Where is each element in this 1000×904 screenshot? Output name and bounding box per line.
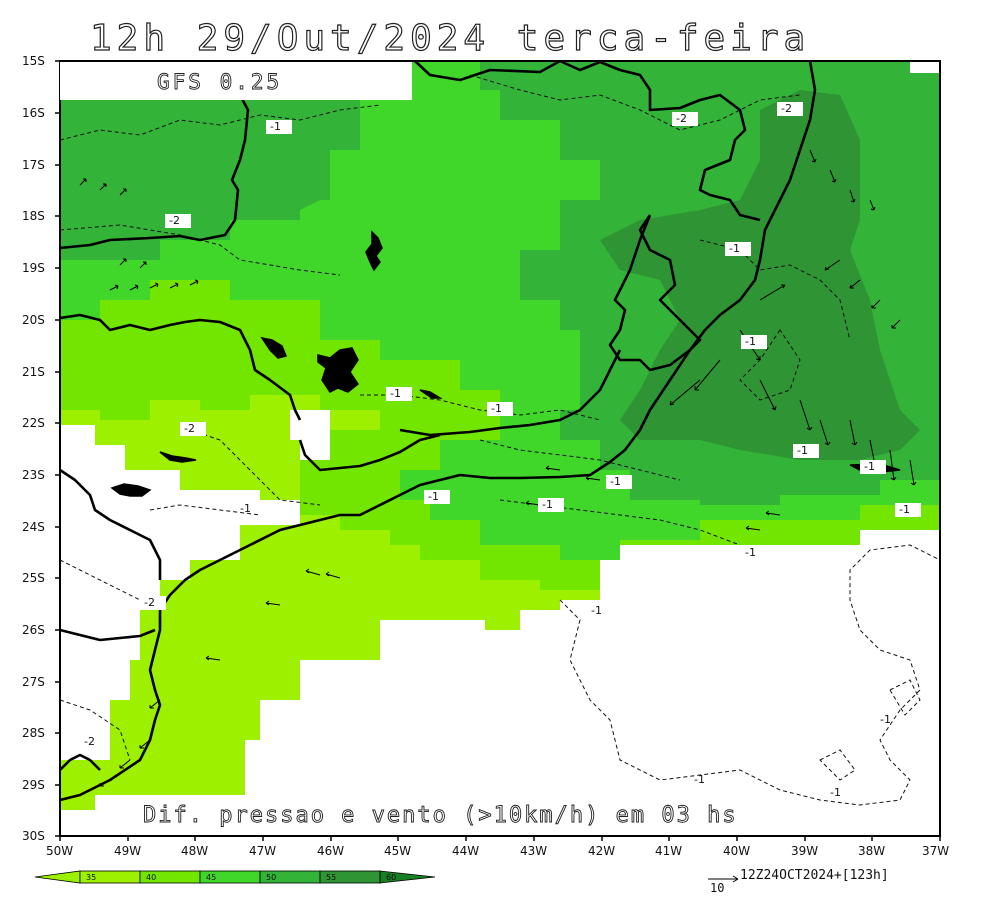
lat-label: 23S (22, 468, 45, 482)
lat-label: 18S (22, 209, 45, 223)
contour-label: -1 (729, 242, 740, 255)
contour-label: -1 (542, 498, 553, 511)
lat-label: 26S (22, 623, 45, 637)
lat-label: 21S (22, 365, 45, 379)
contour-label: -1 (591, 604, 602, 617)
contour-label: -1 (745, 546, 756, 559)
contour-label: -1 (899, 503, 910, 516)
contour-label: -2 (184, 422, 195, 435)
lon-label: 43W (520, 844, 548, 858)
contour-label: -2 (781, 102, 792, 115)
shading-55 (600, 90, 920, 460)
colorbar-tick: 40 (146, 873, 157, 882)
contour-label: -1 (797, 444, 808, 457)
lat-label: 22S (22, 416, 45, 430)
lon-label: 38W (858, 844, 886, 858)
lon-label: 49W (114, 844, 142, 858)
colorbar-tick: 45 (206, 873, 217, 882)
lat-label: 28S (22, 726, 45, 740)
contour-label: -2 (144, 596, 155, 609)
lon-label: 42W (588, 844, 616, 858)
lon-label: 46W (317, 844, 345, 858)
lon-label: 47W (249, 844, 277, 858)
model-box (60, 62, 412, 100)
colorbar-tick: 60 (386, 873, 397, 882)
contour-label: -1 (240, 502, 251, 515)
lon-label: 48W (181, 844, 209, 858)
lat-label: 19S (22, 261, 45, 275)
lat-label: 30S (22, 829, 45, 843)
lon-label: 50W (46, 844, 74, 858)
lat-label: 15S (22, 54, 45, 68)
contour-label: -1 (491, 402, 502, 415)
model-label: GFS 0.25 (157, 70, 283, 95)
lon-label: 40W (723, 844, 751, 858)
lat-label: 20S (22, 313, 45, 327)
contour-label: -1 (610, 475, 621, 488)
page-title: 12h 29/Out/2024 terca-feira (89, 17, 811, 59)
contour-label: -2 (676, 112, 687, 125)
colorbar-tick: 50 (266, 873, 277, 882)
coastline (59, 60, 817, 802)
colorbar-tick: 55 (326, 873, 337, 882)
contour-label: -2 (169, 214, 180, 227)
lat-label: 27S (22, 675, 45, 689)
reference-vector-value: 10 (710, 881, 725, 895)
lat-label: 24S (22, 520, 45, 534)
lat-label: 16S (22, 106, 45, 120)
shading-50 (60, 61, 400, 260)
lon-label: 45W (384, 844, 412, 858)
contour-label: -1 (428, 490, 439, 503)
contour-label: -1 (270, 120, 281, 133)
colorbar-shapes (34, 870, 436, 884)
contour-label: -1 (880, 713, 891, 726)
contour-label: -1 (390, 387, 401, 400)
contour-label: -2 (84, 735, 95, 748)
lat-label: 17S (22, 158, 45, 172)
lon-label: 44W (452, 844, 480, 858)
lon-label: 41W (655, 844, 683, 858)
lat-label: 29S (22, 778, 45, 792)
lon-label: 39W (791, 844, 819, 858)
contour-label: -1 (694, 773, 705, 786)
model-run-label: 12Z24OCT2024+[123h] (740, 868, 889, 883)
state-boundary (414, 59, 561, 82)
contour-label: -1 (830, 786, 841, 799)
lon-label: 37W (922, 844, 950, 858)
colorbar-tick: 35 (86, 873, 97, 882)
contour-label: -1 (864, 460, 875, 473)
map-caption: Dif. pressao e vento (>10km/h) em 03 hs (143, 803, 738, 829)
lat-label: 25S (22, 571, 45, 585)
contour-label: -1 (745, 335, 756, 348)
